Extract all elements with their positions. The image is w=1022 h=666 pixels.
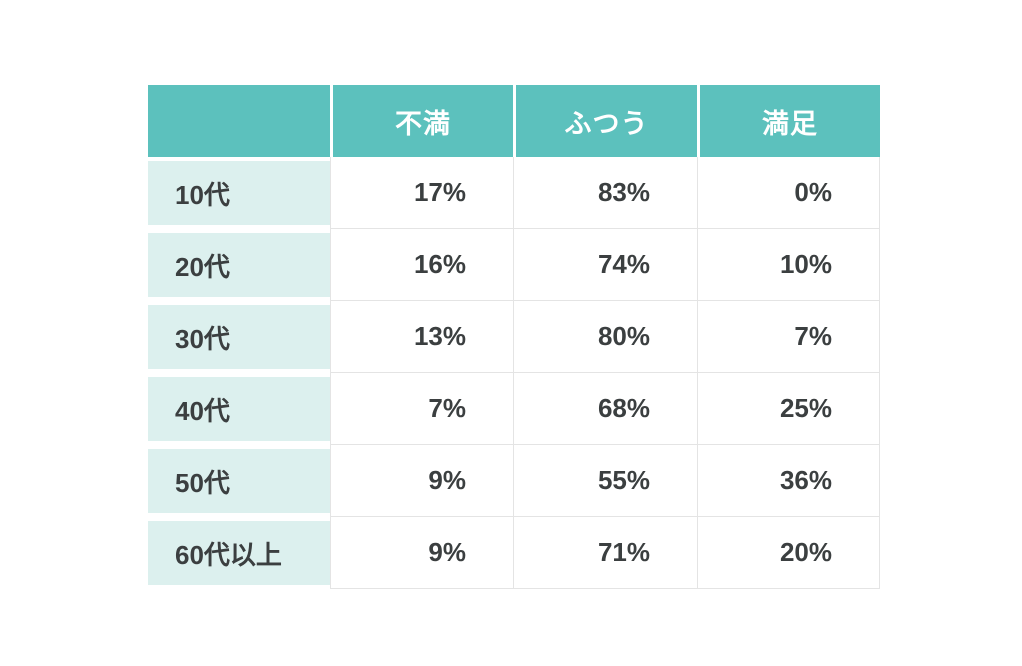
value-cell: 9%: [330, 445, 513, 517]
value-cell: 17%: [330, 157, 513, 229]
row-label-30s: 30代: [148, 301, 330, 373]
value-cell: 13%: [330, 301, 513, 373]
value-cell: 10%: [697, 229, 880, 301]
header-cell-neutral: ふつう: [513, 85, 697, 157]
value-cell: 55%: [513, 445, 697, 517]
header-cell-dissatisfied: 不満: [330, 85, 513, 157]
value-cell: 80%: [513, 301, 697, 373]
value-cell: 7%: [697, 301, 880, 373]
value-cell: 25%: [697, 373, 880, 445]
satisfaction-table: 不満 ふつう 満足 10代 17% 83% 0% 20代 16% 74% 10%…: [148, 85, 880, 589]
value-cell: 16%: [330, 229, 513, 301]
value-cell: 7%: [330, 373, 513, 445]
header-cell-satisfied: 満足: [697, 85, 880, 157]
value-cell: 9%: [330, 517, 513, 589]
row-label-60s-plus: 60代以上: [148, 517, 330, 589]
value-cell: 71%: [513, 517, 697, 589]
value-cell: 0%: [697, 157, 880, 229]
row-label-10s: 10代: [148, 157, 330, 229]
row-label-40s: 40代: [148, 373, 330, 445]
header-cell-corner: [148, 85, 330, 157]
value-cell: 36%: [697, 445, 880, 517]
value-cell: 83%: [513, 157, 697, 229]
value-cell: 20%: [697, 517, 880, 589]
row-label-50s: 50代: [148, 445, 330, 517]
value-cell: 74%: [513, 229, 697, 301]
value-cell: 68%: [513, 373, 697, 445]
row-label-20s: 20代: [148, 229, 330, 301]
